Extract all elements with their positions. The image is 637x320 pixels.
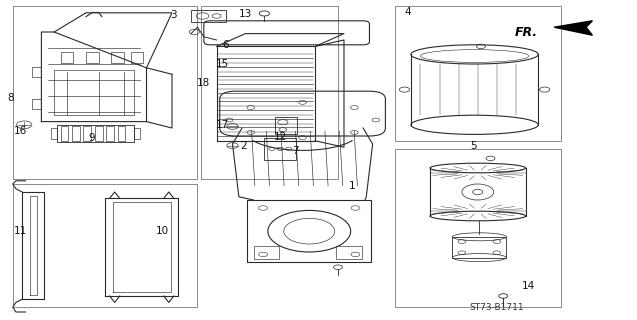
Bar (13, 6, 197, 179)
Bar (247, 200, 371, 262)
Bar (336, 246, 362, 259)
Text: FR.: FR. (515, 26, 538, 38)
Bar (32, 99, 41, 109)
Bar (111, 52, 124, 63)
Bar (201, 6, 338, 179)
Bar (275, 117, 297, 134)
Text: 9: 9 (88, 132, 94, 143)
Text: 11: 11 (14, 226, 27, 236)
Bar (254, 246, 279, 259)
Bar (118, 126, 125, 141)
Text: 3: 3 (170, 10, 176, 20)
Bar (61, 52, 73, 63)
Bar (95, 126, 103, 141)
Text: 8: 8 (8, 92, 14, 103)
Text: 16: 16 (14, 126, 27, 136)
Text: 12: 12 (274, 132, 287, 142)
Bar (134, 128, 140, 139)
Bar (191, 10, 226, 22)
Bar (61, 126, 68, 141)
Text: 6: 6 (223, 40, 229, 51)
Bar (54, 70, 134, 115)
Text: 4: 4 (404, 7, 411, 17)
Bar (452, 237, 506, 258)
Text: 18: 18 (197, 78, 210, 88)
Bar (106, 126, 114, 141)
Bar (86, 52, 99, 63)
Text: 13: 13 (238, 9, 252, 20)
Bar (264, 138, 296, 160)
Bar (32, 67, 41, 77)
Text: 17: 17 (216, 120, 229, 130)
Bar (395, 6, 561, 141)
Text: 7: 7 (292, 146, 298, 156)
Polygon shape (554, 21, 592, 35)
Text: 14: 14 (522, 281, 535, 292)
Bar (395, 149, 561, 307)
Text: 5: 5 (470, 140, 476, 151)
Bar (72, 126, 80, 141)
Bar (51, 128, 57, 139)
Text: 2: 2 (240, 141, 247, 151)
Text: 15: 15 (216, 59, 229, 69)
Bar (57, 125, 134, 142)
Bar (13, 184, 197, 307)
Text: ST73-B1711: ST73-B1711 (469, 303, 524, 312)
Text: 10: 10 (155, 226, 169, 236)
Bar (131, 52, 143, 63)
Text: 1: 1 (349, 181, 355, 191)
Bar (83, 126, 91, 141)
